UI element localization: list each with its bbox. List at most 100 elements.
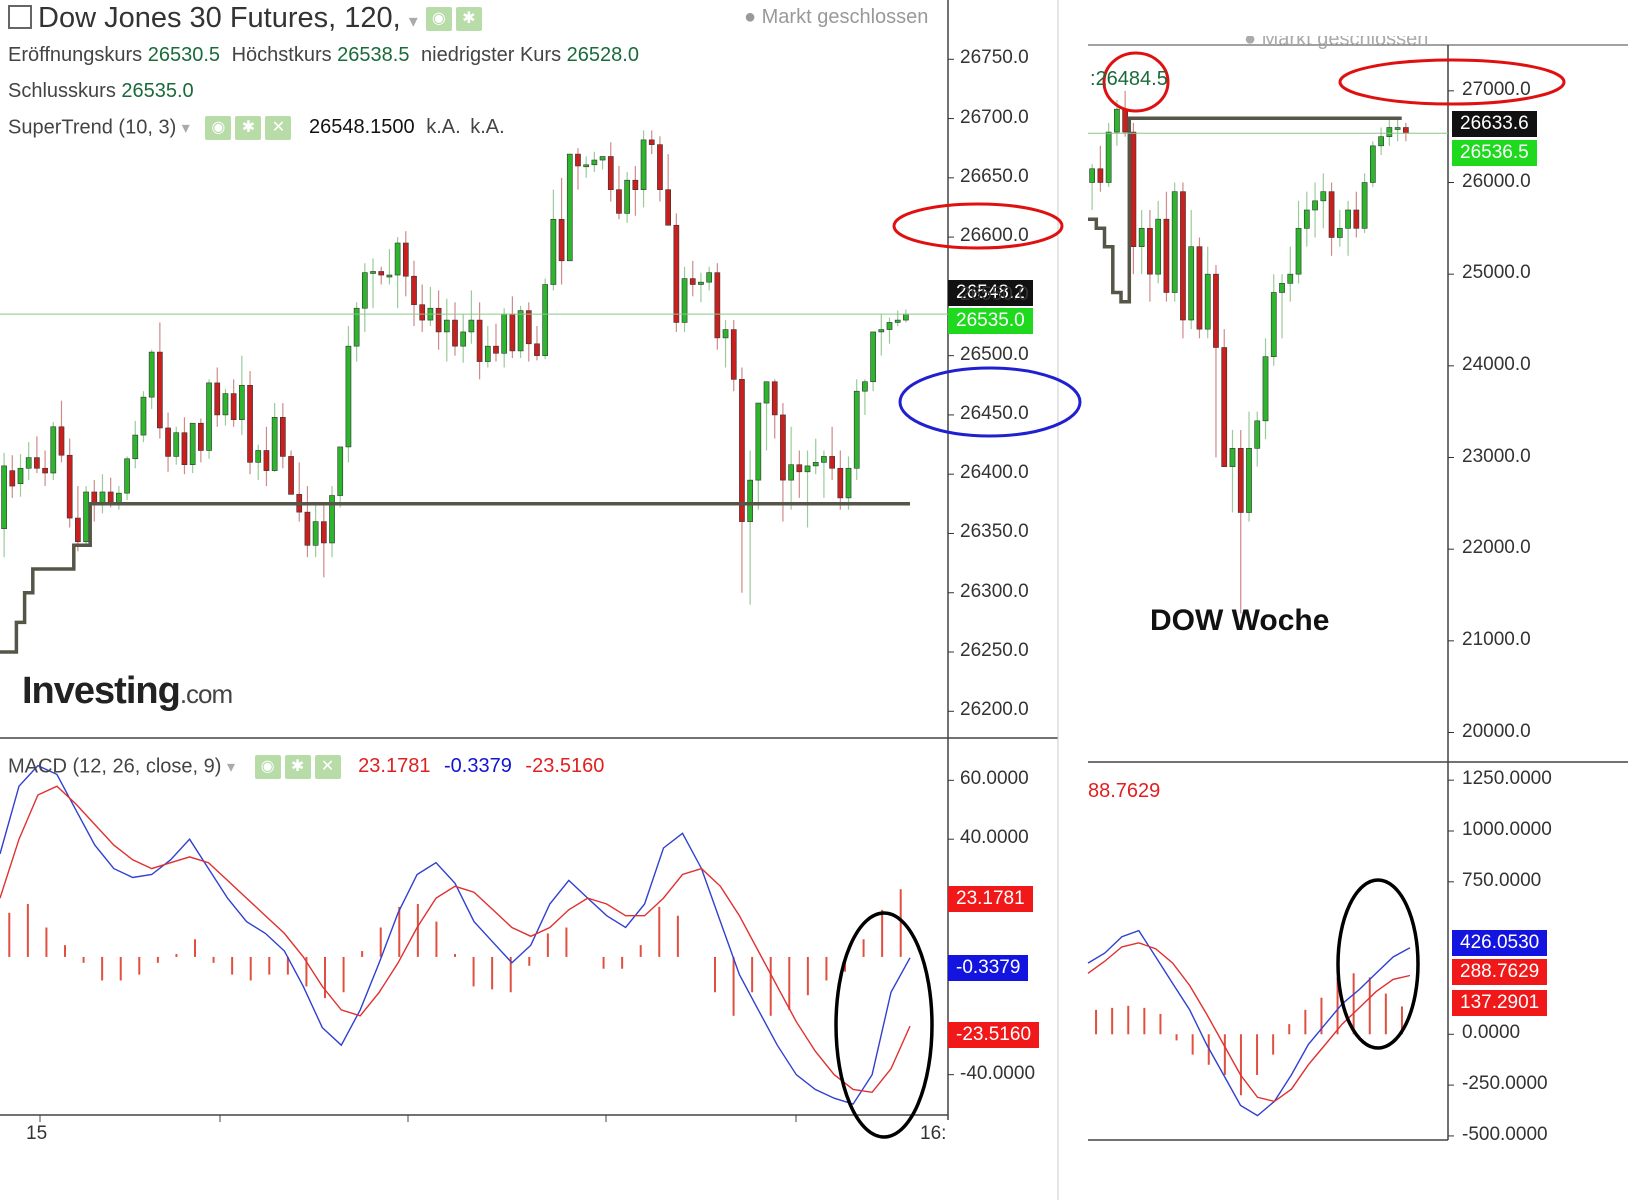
open-value: 26530.5: [147, 44, 221, 66]
chevron-down-icon[interactable]: ▾: [226, 759, 236, 777]
main-candle: [132, 434, 139, 460]
main-candle: [796, 464, 803, 473]
weekly-macd-signal-line: [1087, 942, 1411, 1103]
weekly-candle: [1246, 448, 1252, 513]
main-candle: [730, 329, 737, 380]
macd-value-hist: 23.1781: [358, 755, 431, 778]
weekly-candle: [1089, 168, 1095, 183]
main-y-tick-label: 26650.0: [960, 165, 1029, 187]
gear-icon[interactable]: ✱: [455, 7, 482, 32]
weekly-candle: [1403, 127, 1409, 134]
main-candle: [575, 153, 581, 167]
weekly-candle: [1221, 347, 1228, 467]
main-candle: [624, 179, 631, 214]
main-y-tick-label: 26450.0: [960, 402, 1029, 424]
collapse-icon[interactable]: [8, 5, 32, 30]
gear-icon[interactable]: ✱: [284, 755, 311, 779]
main-candle: [411, 275, 417, 305]
main-candle: [903, 313, 909, 321]
main-candle: [25, 457, 32, 469]
supertrend-label[interactable]: SuperTrend (10, 3): [8, 116, 177, 139]
weekly-candle: [1105, 131, 1112, 183]
main-y-tick-label: 26250.0: [960, 640, 1029, 662]
weekly-macd-value: 88.7629: [1088, 780, 1161, 802]
chevron-down-icon[interactable]: ▾: [181, 120, 190, 138]
main-candle: [845, 467, 852, 499]
main-candle: [157, 351, 163, 429]
red-ellipse-main: [892, 202, 1064, 250]
main-candle: [279, 416, 286, 457]
weekly-macd-y-tick-label: 1250.0000: [1462, 768, 1552, 790]
main-close-tag: 26535.0: [948, 308, 1033, 334]
weekly-candle: [1155, 218, 1162, 275]
blue-ellipse-main: [898, 366, 1082, 438]
gear-icon[interactable]: ✱: [235, 116, 262, 140]
main-candle: [263, 450, 270, 471]
main-candle: [83, 491, 89, 543]
main-candle: [665, 189, 671, 226]
main-candle: [870, 331, 876, 383]
market-status-text: Markt geschlossen: [761, 6, 929, 28]
main-candle: [739, 379, 745, 522]
main-candle: [337, 446, 344, 496]
weekly-candle: [1229, 448, 1236, 467]
main-candle: [509, 313, 516, 352]
close-icon[interactable]: ✕: [314, 755, 341, 779]
main-candle: [558, 219, 565, 262]
weekly-candle: [1097, 168, 1104, 183]
main-candle: [230, 393, 237, 420]
main-candle: [878, 329, 885, 333]
main-y-tick-label: 26700.0: [960, 106, 1029, 128]
main-candle: [42, 467, 48, 474]
main-candle: [320, 521, 327, 544]
close-value: 26535.0: [121, 80, 194, 102]
weekly-candle: [1213, 273, 1219, 348]
eye-icon[interactable]: ◉: [425, 7, 452, 32]
time-tick-label: 16:: [920, 1123, 947, 1144]
weekly-market-status: ● Markt geschlossen: [1244, 28, 1429, 50]
main-candle: [304, 511, 311, 546]
main-candle: [640, 139, 647, 190]
main-candle: [370, 271, 376, 274]
main-candle: [804, 465, 811, 473]
main-y-tick-label: 26400.0: [960, 462, 1029, 484]
macd-value-line: -0.3379: [444, 755, 512, 778]
main-y-tick-label: 26500.0: [960, 343, 1029, 365]
main-supertrend: [0, 502, 910, 654]
main-supertrend-line: [0, 502, 910, 654]
main-candle: [681, 278, 688, 323]
main-y-tick-label: 26600.0: [960, 225, 1029, 247]
high-value: 26538.5: [337, 44, 410, 66]
close-icon[interactable]: ✕: [265, 116, 292, 140]
weekly-candle: [1279, 283, 1285, 293]
chevron-down-icon[interactable]: ▾: [408, 11, 418, 31]
eye-icon[interactable]: ◉: [205, 116, 232, 140]
main-candle: [66, 454, 73, 519]
eye-icon[interactable]: ◉: [254, 755, 281, 779]
main-supertrend-tag: 26548.2: [948, 280, 1033, 306]
weekly-supertrend: [1088, 116, 1402, 304]
main-candle: [886, 322, 893, 330]
main-candle: [853, 390, 860, 469]
main-candle: [288, 456, 294, 495]
main-candle: [501, 313, 508, 354]
weekly-candle: [1369, 145, 1376, 183]
main-candle: [771, 381, 778, 416]
macd-panel: [0, 764, 911, 1105]
supertrend-na-2: k.A.: [470, 116, 505, 139]
main-candle: [648, 139, 655, 145]
weekly-candle: [1254, 420, 1261, 449]
main-candle: [419, 304, 426, 321]
main-candle: [525, 310, 532, 345]
weekly-candles: [1089, 90, 1409, 614]
weekly-macd-y-tick-label: 1000.0000: [1462, 818, 1552, 840]
weekly-header-fragment: :26484.5: [1090, 68, 1168, 90]
main-candle: [222, 393, 229, 416]
weekly-candle: [1320, 191, 1327, 202]
brand-suffix: .com: [179, 679, 233, 709]
main-candle: [755, 402, 762, 481]
weekly-y-tick-label: 21000.0: [1462, 628, 1531, 650]
black-ellipse-weekly: [1336, 878, 1420, 1050]
macd-label[interactable]: MACD (12, 26, close, 9): [8, 755, 222, 778]
open-label: Eröffnungskurs: [8, 44, 143, 66]
